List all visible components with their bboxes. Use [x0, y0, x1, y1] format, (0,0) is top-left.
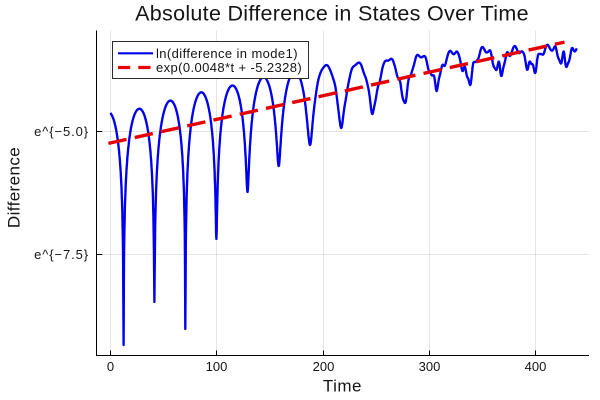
svg-text:Difference: Difference [4, 147, 23, 228]
svg-text:300: 300 [419, 359, 441, 374]
svg-text:0: 0 [107, 359, 114, 374]
svg-text:ln(difference in mode1): ln(difference in mode1) [156, 46, 298, 61]
svg-text:e^{−7.5}: e^{−7.5} [34, 247, 89, 262]
svg-text:200: 200 [313, 359, 335, 374]
svg-text:100: 100 [206, 359, 228, 374]
svg-text:Time: Time [323, 376, 362, 395]
svg-text:400: 400 [525, 359, 547, 374]
svg-text:exp(0.0048*t + -5.2328): exp(0.0048*t + -5.2328) [156, 60, 302, 75]
svg-text:Absolute Difference in States: Absolute Difference in States Over Time [135, 1, 529, 25]
svg-text:e^{−5.0}: e^{−5.0} [34, 124, 89, 139]
